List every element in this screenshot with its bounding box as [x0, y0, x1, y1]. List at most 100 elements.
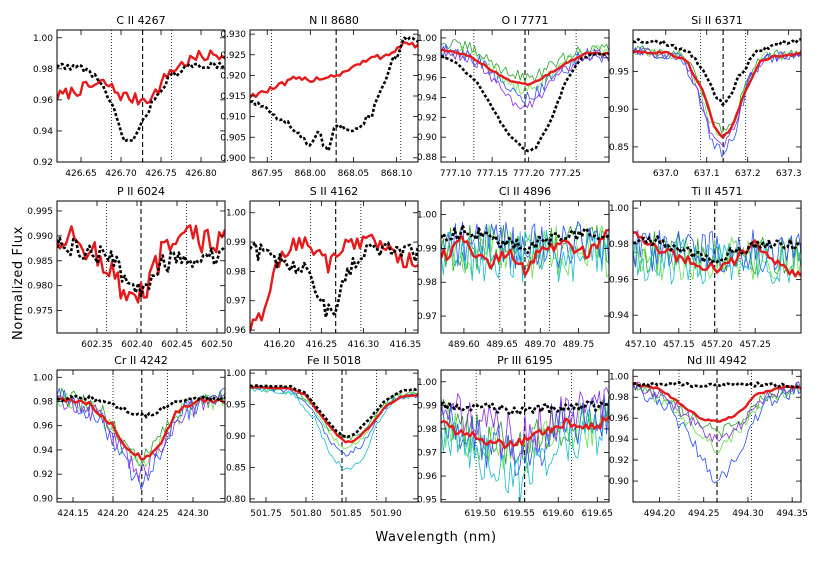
panel-frame [249, 200, 419, 334]
panel-frame [440, 369, 610, 503]
panel-2: N II 8680 867.95 868.00 868.05 868.10 0.900 0.… [220, 14, 419, 179]
mean-observed-profile-line [250, 40, 418, 99]
x-tick-label: 416.30 [348, 340, 380, 350]
y-tick-label: 0.90 [226, 432, 246, 442]
y-tick-label: 1.00 [417, 211, 437, 221]
panel-4: Si II 6371 637.0 637.1 637.2 637.3 0.85 0.90 0.… [609, 14, 802, 179]
y-tick-label: 0.99 [417, 244, 437, 254]
y-tick-label: 0.975 [27, 307, 53, 317]
x-tick-label: 868.00 [295, 169, 327, 179]
x-tick-label: 619.55 [503, 509, 535, 519]
star-profile-line [633, 238, 801, 285]
panel-title: C II 4267 [116, 14, 165, 27]
y-tick-label: 1.00 [226, 369, 246, 379]
star-profile-line [633, 382, 801, 484]
y-tick-label: 0.95 [417, 496, 437, 506]
y-tick-label: 0.92 [33, 158, 53, 168]
panel-title: P II 6024 [117, 185, 165, 198]
x-tick-label: 457.20 [701, 340, 733, 350]
y-tick-label: 0.985 [27, 257, 53, 267]
y-tick-label: 0.90 [609, 105, 629, 115]
y-tick-label: 0.920 [220, 71, 246, 81]
x-tick-label: 867.95 [251, 169, 283, 179]
mean-observed-profile-line [441, 48, 609, 87]
y-tick-label: 0.98 [417, 425, 437, 435]
model-profile-line [250, 36, 418, 152]
x-tick-label: 777.20 [513, 169, 545, 179]
mean-observed-profile-line [57, 49, 225, 106]
x-tick-label: 457.10 [625, 340, 657, 350]
x-tick-label: 777.25 [549, 169, 581, 179]
x-tick-label: 501.80 [290, 509, 322, 519]
star-profile-line [441, 394, 609, 476]
panel-title: Cr II 4242 [114, 354, 168, 367]
x-tick-label: 619.65 [582, 509, 614, 519]
x-tick-label: 494.30 [732, 509, 764, 519]
y-tick-label: 0.95 [226, 401, 246, 411]
x-tick-label: 416.20 [264, 340, 296, 350]
x-tick-label: 489.60 [448, 340, 480, 350]
x-tick-label: 637.1 [694, 169, 720, 179]
star-profile-line [633, 47, 801, 158]
y-axis-label: Normalized Flux [11, 226, 26, 340]
model-profile-line [633, 381, 801, 389]
mean-observed-profile-line [441, 415, 609, 449]
y-tick-label: 0.94 [33, 446, 53, 456]
panel-title: Si II 6371 [691, 14, 743, 27]
model-profile-line [57, 394, 225, 419]
y-tick-label: 0.92 [33, 470, 53, 480]
y-tick-label: 0.925 [220, 51, 246, 61]
mean-observed-profile-line [633, 231, 801, 278]
panel-11: Pr III 6195 619.50 619.55 619.60 619.65 0.95 0… [417, 354, 613, 519]
y-tick-label: 1.00 [609, 204, 629, 214]
y-tick-label: 0.92 [609, 456, 629, 466]
y-tick-label: 0.98 [226, 267, 246, 277]
star-profile-line [57, 388, 225, 490]
mean-observed-profile-line [57, 397, 225, 461]
star-profile-line [633, 47, 801, 138]
x-tick-label: 426.70 [105, 169, 137, 179]
mean-observed-profile-line [250, 385, 418, 444]
panel-frame [56, 369, 226, 503]
mean-observed-profile-line [633, 50, 801, 139]
y-tick-label: 0.97 [417, 312, 437, 322]
y-tick-label: 1.00 [417, 378, 437, 388]
y-tick-label: 0.96 [417, 74, 437, 84]
y-tick-label: 1.00 [609, 372, 629, 382]
model-profile-line [633, 38, 801, 106]
y-tick-label: 0.80 [226, 495, 246, 505]
panel-10: Fe II 5018 501.75 501.80 501.85 501.90 0.80 0.… [226, 354, 419, 519]
star-profile-line [441, 411, 609, 502]
y-tick-label: 1.00 [226, 209, 246, 219]
x-axis-label: Wavelength (nm) [375, 530, 496, 545]
y-tick-label: 0.95 [609, 67, 629, 77]
x-tick-label: 777.10 [440, 169, 472, 179]
x-tick-label: 489.70 [525, 340, 557, 350]
y-tick-label: 0.96 [33, 96, 53, 106]
star-profile-line [250, 387, 418, 471]
y-tick-label: 0.94 [33, 127, 53, 137]
panel-5: P II 6024 602.35 602.40 602.45 602.50 0.975 0.… [27, 185, 233, 350]
panel-title: Nd III 4942 [687, 354, 747, 367]
star-profile-line [633, 229, 801, 273]
x-tick-label: 489.65 [486, 340, 518, 350]
panel-7: Cl II 4896 489.60 489.65 489.70 489.75 0.97 0.… [417, 185, 610, 350]
x-tick-label: 489.75 [563, 340, 595, 350]
panel-frame [56, 29, 226, 163]
x-tick-label: 501.75 [250, 509, 282, 519]
y-tick-label: 1.00 [33, 34, 53, 44]
model-profile-line [441, 52, 609, 153]
y-tick-label: 0.98 [417, 278, 437, 288]
y-tick-label: 0.900 [220, 154, 246, 164]
x-tick-label: 619.60 [542, 509, 574, 519]
y-tick-label: 0.90 [33, 494, 53, 504]
mean-observed-profile-line [441, 228, 609, 277]
y-tick-label: 0.96 [609, 414, 629, 424]
y-tick-label: 0.99 [226, 238, 246, 248]
x-tick-label: 637.3 [776, 169, 802, 179]
x-tick-label: 868.05 [338, 169, 370, 179]
y-tick-label: 0.90 [609, 477, 629, 487]
y-tick-label: 1.00 [417, 34, 437, 44]
mean-observed-profile-line [250, 233, 418, 332]
y-tick-label: 0.98 [33, 65, 53, 75]
